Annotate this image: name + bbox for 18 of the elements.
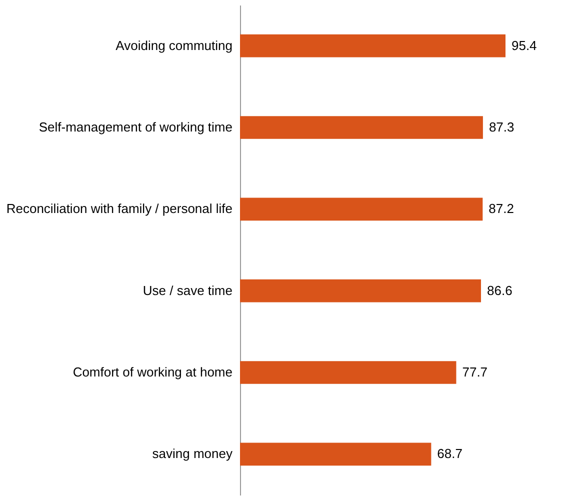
data-label: 68.7 — [437, 446, 462, 462]
bar — [240, 442, 432, 466]
bar — [240, 34, 506, 58]
y-tick-label: Use / save time — [142, 282, 232, 298]
y-tick-label: Reconciliation with family / personal life — [6, 201, 232, 216]
y-tick-label: Comfort of working at home — [72, 364, 232, 380]
y-tick-label: Self-management of working time — [38, 120, 232, 134]
bar — [240, 279, 481, 302]
bar — [240, 361, 456, 384]
data-label: 87.3 — [488, 120, 514, 134]
y-tick-label: Avoiding commuting — [116, 38, 232, 53]
data-label: 77.7 — [462, 364, 488, 380]
data-label: 95.4 — [511, 38, 537, 53]
bar — [240, 198, 483, 221]
bar — [240, 116, 483, 139]
y-tick-label: saving money — [152, 446, 233, 462]
data-label: 86.6 — [486, 282, 512, 298]
data-label: 87.2 — [488, 201, 514, 216]
